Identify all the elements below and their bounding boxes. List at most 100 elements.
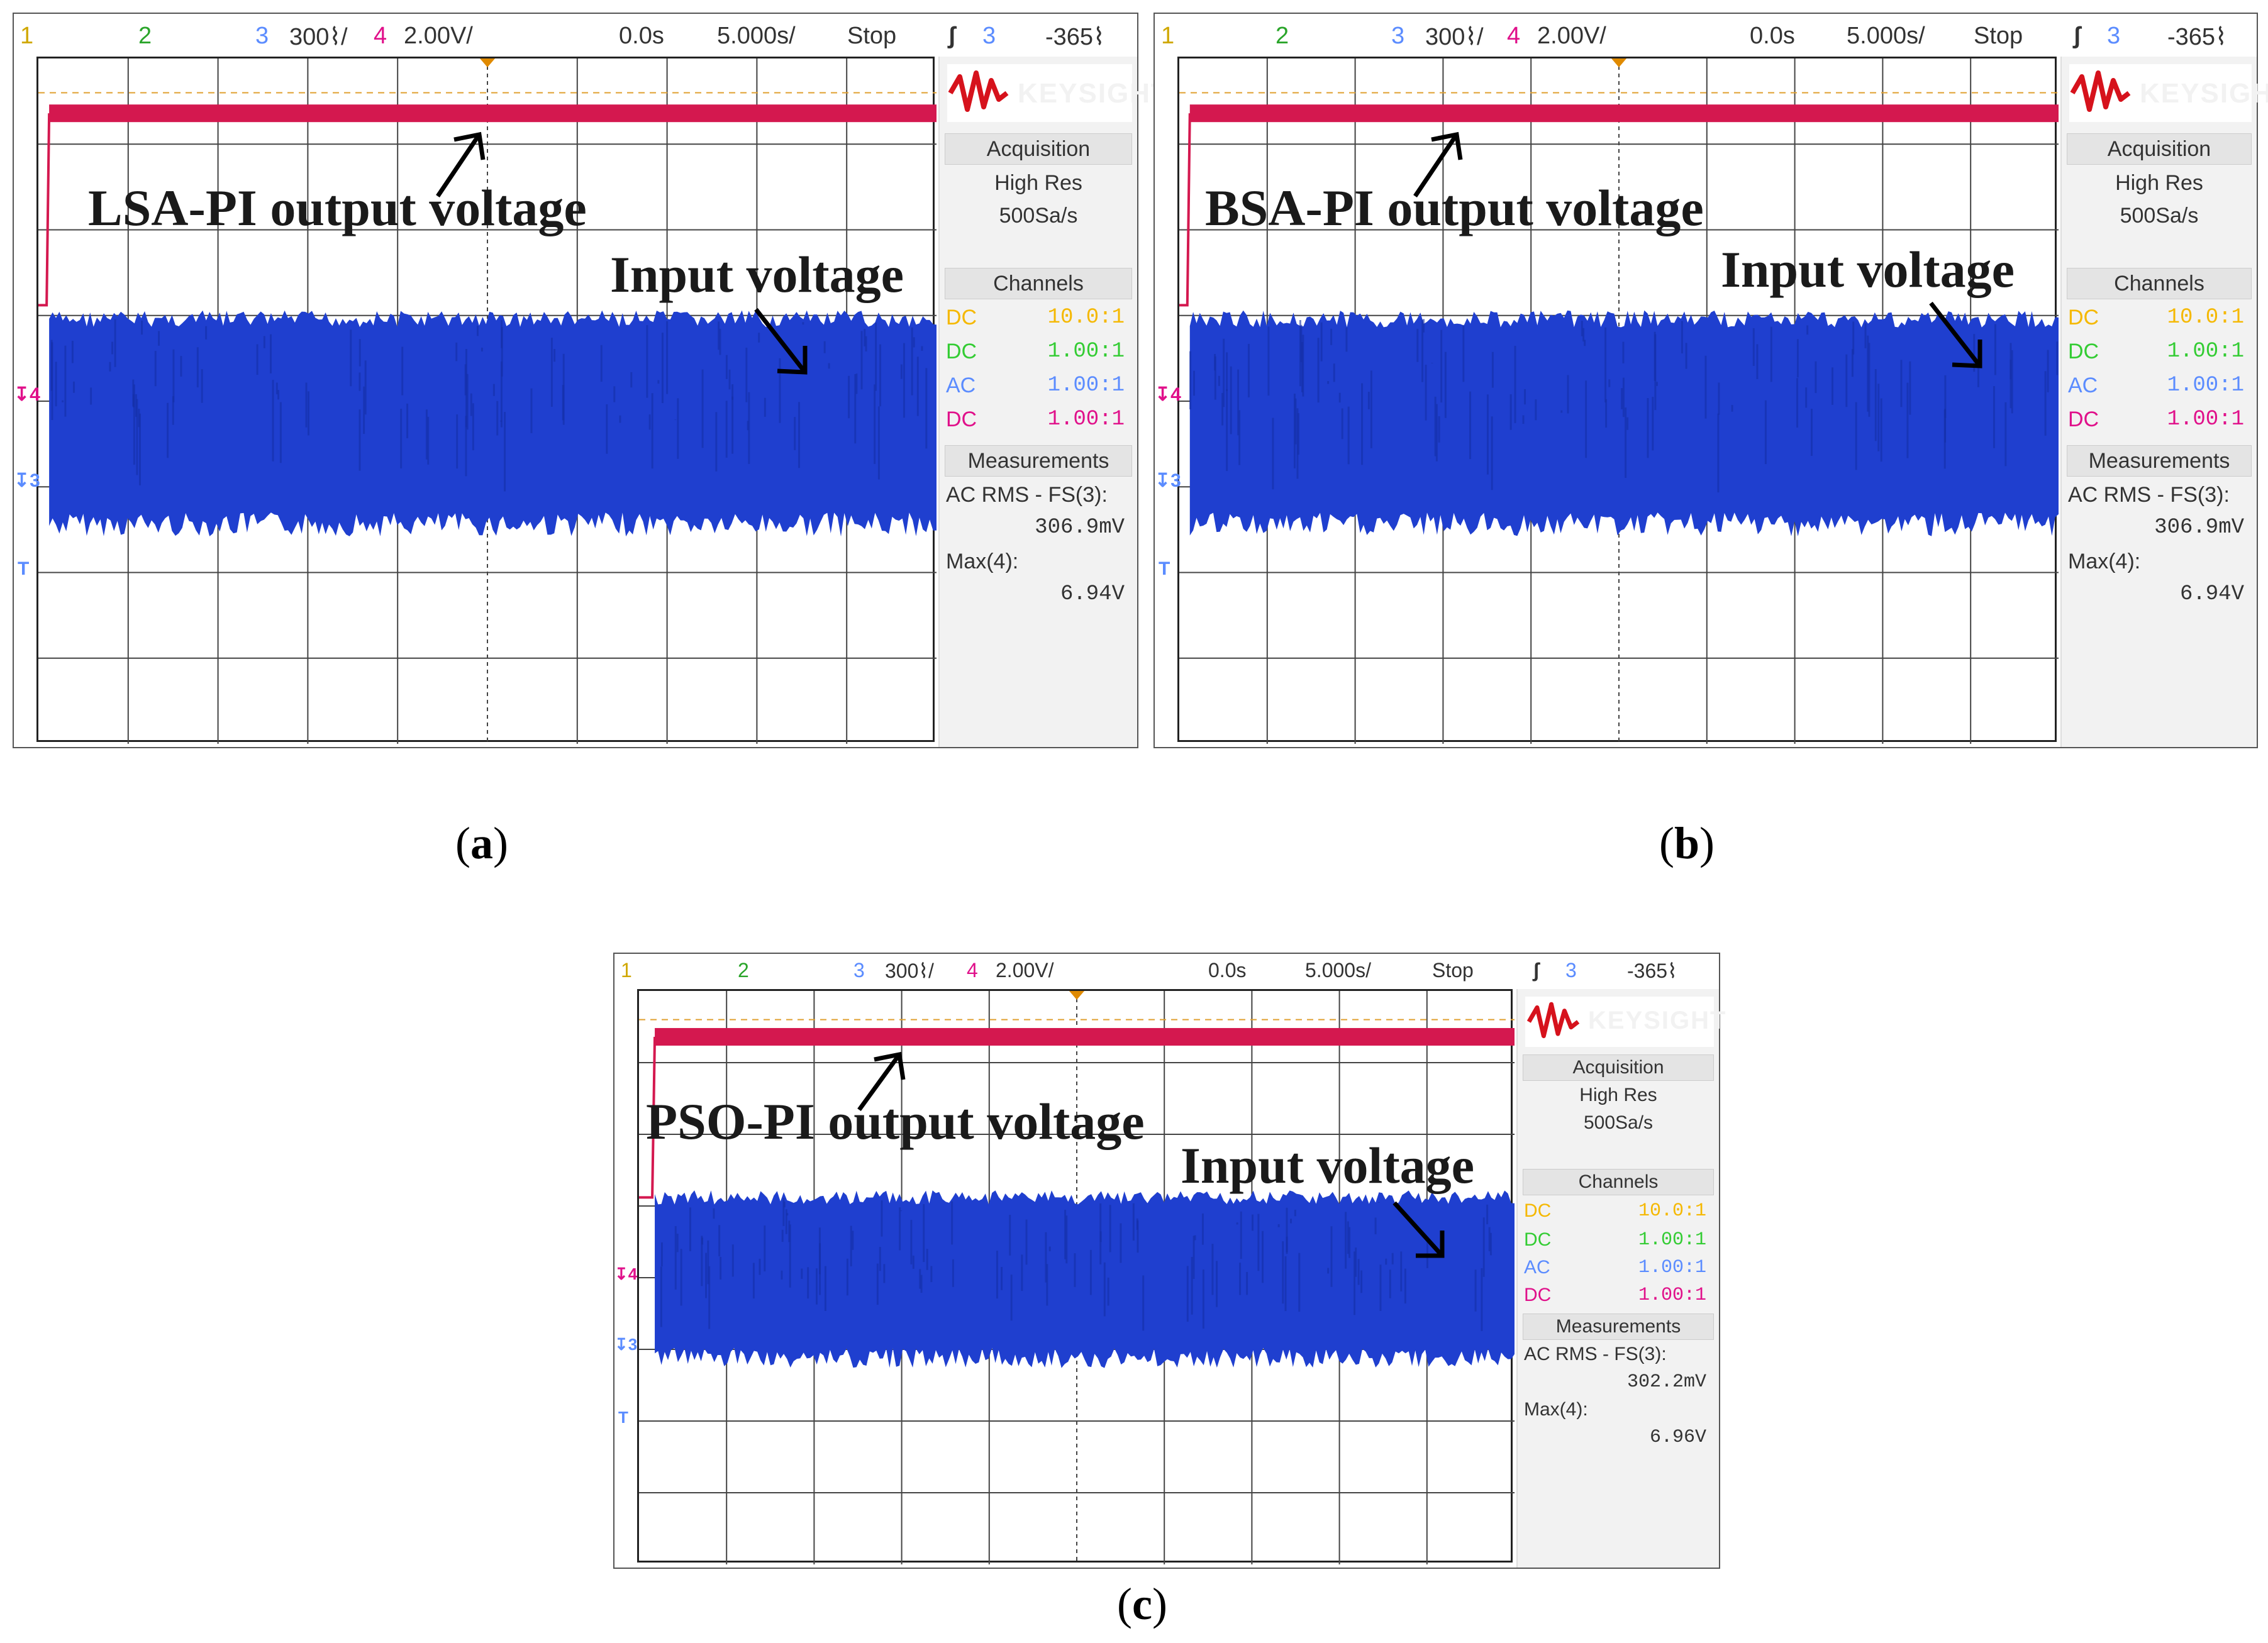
input-arrow	[1929, 301, 1982, 368]
ch4-scale[interactable]: 2.00V/	[996, 959, 1054, 982]
measurement-ac-rms-label: AC RMS - FS(3):	[2068, 483, 2230, 507]
channel-4-coupling[interactable]: DC	[946, 407, 977, 431]
run-state[interactable]: Stop	[1432, 959, 1474, 982]
channel-2-probe[interactable]: 1.00:1	[2167, 340, 2244, 363]
channel-4-coupling[interactable]: DC	[2068, 407, 2099, 431]
channel-4-probe[interactable]: 1.00:1	[1638, 1285, 1706, 1306]
measurements-header[interactable]: Measurements	[1523, 1314, 1714, 1340]
channel-1-coupling[interactable]: DC	[946, 306, 977, 329]
channel-3-probe[interactable]: 1.00:1	[1047, 373, 1125, 397]
ch4-offset-marker[interactable]: ↧4	[14, 384, 40, 405]
timebase[interactable]: 5.000s/	[717, 23, 796, 49]
channel-3-coupling[interactable]: AC	[2068, 373, 2098, 397]
ch4-offset-marker[interactable]: ↧4	[614, 1264, 638, 1283]
waveform-display[interactable]	[36, 57, 937, 744]
ch4-scale[interactable]: 2.00V/	[404, 23, 473, 49]
ch2-indicator[interactable]: 2	[738, 959, 749, 982]
timebase[interactable]: 5.000s/	[1847, 23, 1925, 49]
channels-header[interactable]: Channels	[945, 268, 1132, 299]
timebase[interactable]: 5.000s/	[1305, 959, 1371, 982]
ch3-scale[interactable]: 300⌇/	[885, 960, 934, 982]
output-voltage-rise	[639, 1036, 657, 1199]
input-arrow	[754, 307, 808, 375]
acquisition-mode: High Res	[994, 171, 1082, 195]
ch4-indicator[interactable]: 4	[1507, 23, 1521, 49]
channel-1-probe[interactable]: 10.0:1	[2167, 306, 2244, 329]
channel-2-coupling[interactable]: DC	[2068, 340, 2099, 363]
output-voltage-label: BSA-PI output voltage	[1205, 179, 1704, 236]
ch3-scale[interactable]: 300⌇/	[1425, 24, 1484, 50]
trigger-time-marker[interactable]: T	[18, 558, 30, 579]
trigger-edge-icon[interactable]: ʃ	[2073, 23, 2081, 49]
acquisition-mode: High Res	[2115, 171, 2203, 195]
trigger-channel[interactable]: 3	[982, 23, 996, 49]
channel-1-coupling[interactable]: DC	[2068, 306, 2099, 329]
input-voltage-trace	[1189, 310, 2059, 536]
output-voltage-trace	[1189, 104, 2059, 123]
scope-screen-a: 1 2 3 300⌇/ 4 2.00V/ 0.0s 5.000s/ Stop ʃ…	[13, 13, 1168, 748]
scope-sidebar: KEYSIGHT Acquisition High Res 500Sa/s Ch…	[938, 57, 1168, 747]
channel-2-probe[interactable]: 1.00:1	[1047, 340, 1125, 363]
run-state[interactable]: Stop	[1974, 23, 2023, 49]
ch3-indicator[interactable]: 3	[255, 23, 269, 49]
trigger-level[interactable]: -365⌇	[1627, 960, 1677, 982]
trigger-position-marker	[480, 58, 495, 67]
run-state[interactable]: Stop	[847, 23, 897, 49]
channels-header[interactable]: Channels	[2067, 268, 2252, 299]
time-offset[interactable]: 0.0s	[1208, 959, 1247, 982]
acquisition-header[interactable]: Acquisition	[2067, 133, 2252, 165]
ch4-offset-marker[interactable]: ↧4	[1155, 384, 1181, 405]
ch3-scale[interactable]: 300⌇/	[289, 24, 348, 50]
trigger-level[interactable]: -365⌇	[1045, 24, 1105, 50]
ch4-scale[interactable]: 2.00V/	[1537, 23, 1606, 49]
trigger-level[interactable]: -365⌇	[2167, 24, 2227, 50]
ch3-offset-marker[interactable]: ↧3	[1155, 470, 1181, 491]
channel-1-probe[interactable]: 10.0:1	[1047, 306, 1125, 329]
channels-header[interactable]: Channels	[1523, 1169, 1714, 1195]
channel-4-probe[interactable]: 1.00:1	[2167, 407, 2244, 431]
measurements-header[interactable]: Measurements	[945, 445, 1132, 477]
time-offset[interactable]: 0.0s	[619, 23, 664, 49]
output-arrow	[1413, 131, 1463, 197]
channel-1-coupling[interactable]: DC	[1524, 1200, 1552, 1221]
input-arrow	[1392, 1201, 1445, 1258]
channel-2-coupling[interactable]: DC	[946, 340, 977, 363]
ch3-offset-marker[interactable]: ↧3	[14, 470, 40, 491]
ch3-indicator[interactable]: 3	[853, 959, 865, 982]
channel-2-probe[interactable]: 1.00:1	[1638, 1229, 1706, 1251]
channel-3-probe[interactable]: 1.00:1	[1638, 1257, 1706, 1278]
trigger-time-marker[interactable]: T	[618, 1408, 628, 1427]
channel-1-probe[interactable]: 10.0:1	[1638, 1200, 1706, 1222]
ch3-offset-marker[interactable]: ↧3	[614, 1335, 638, 1354]
caption-c: (c)	[1117, 1579, 1167, 1629]
channel-3-probe[interactable]: 1.00:1	[2167, 373, 2244, 397]
keysight-wave-icon	[2070, 70, 2131, 112]
trigger-time-marker[interactable]: T	[1159, 558, 1170, 579]
channel-3-coupling[interactable]: AC	[1524, 1257, 1550, 1278]
input-voltage-label: Input voltage	[610, 246, 904, 303]
output-voltage-trace	[49, 104, 937, 123]
trigger-edge-icon[interactable]: ʃ	[948, 23, 956, 49]
channel-3-coupling[interactable]: AC	[946, 373, 976, 397]
acquisition-header[interactable]: Acquisition	[1523, 1054, 1714, 1081]
measurement-max-value: 6.94V	[1060, 582, 1125, 606]
ch1-indicator[interactable]: 1	[20, 23, 34, 49]
trigger-channel[interactable]: 3	[1565, 959, 1577, 982]
ch4-indicator[interactable]: 4	[374, 23, 387, 49]
channel-4-probe[interactable]: 1.00:1	[1047, 407, 1125, 431]
ch1-indicator[interactable]: 1	[621, 959, 632, 982]
waveform-display[interactable]	[637, 989, 1515, 1564]
trigger-edge-icon[interactable]: ʃ	[1533, 959, 1540, 982]
time-offset[interactable]: 0.0s	[1750, 23, 1795, 49]
ch2-indicator[interactable]: 2	[138, 23, 152, 49]
ch4-indicator[interactable]: 4	[967, 959, 978, 982]
trigger-channel[interactable]: 3	[2107, 23, 2121, 49]
ch2-indicator[interactable]: 2	[1276, 23, 1289, 49]
channel-2-coupling[interactable]: DC	[1524, 1229, 1552, 1250]
acquisition-header[interactable]: Acquisition	[945, 133, 1132, 165]
ch3-indicator[interactable]: 3	[1391, 23, 1405, 49]
channel-4-coupling[interactable]: DC	[1524, 1285, 1552, 1305]
measurements-header[interactable]: Measurements	[2067, 445, 2252, 477]
waveform-display[interactable]	[1177, 57, 2059, 744]
ch1-indicator[interactable]: 1	[1161, 23, 1175, 49]
